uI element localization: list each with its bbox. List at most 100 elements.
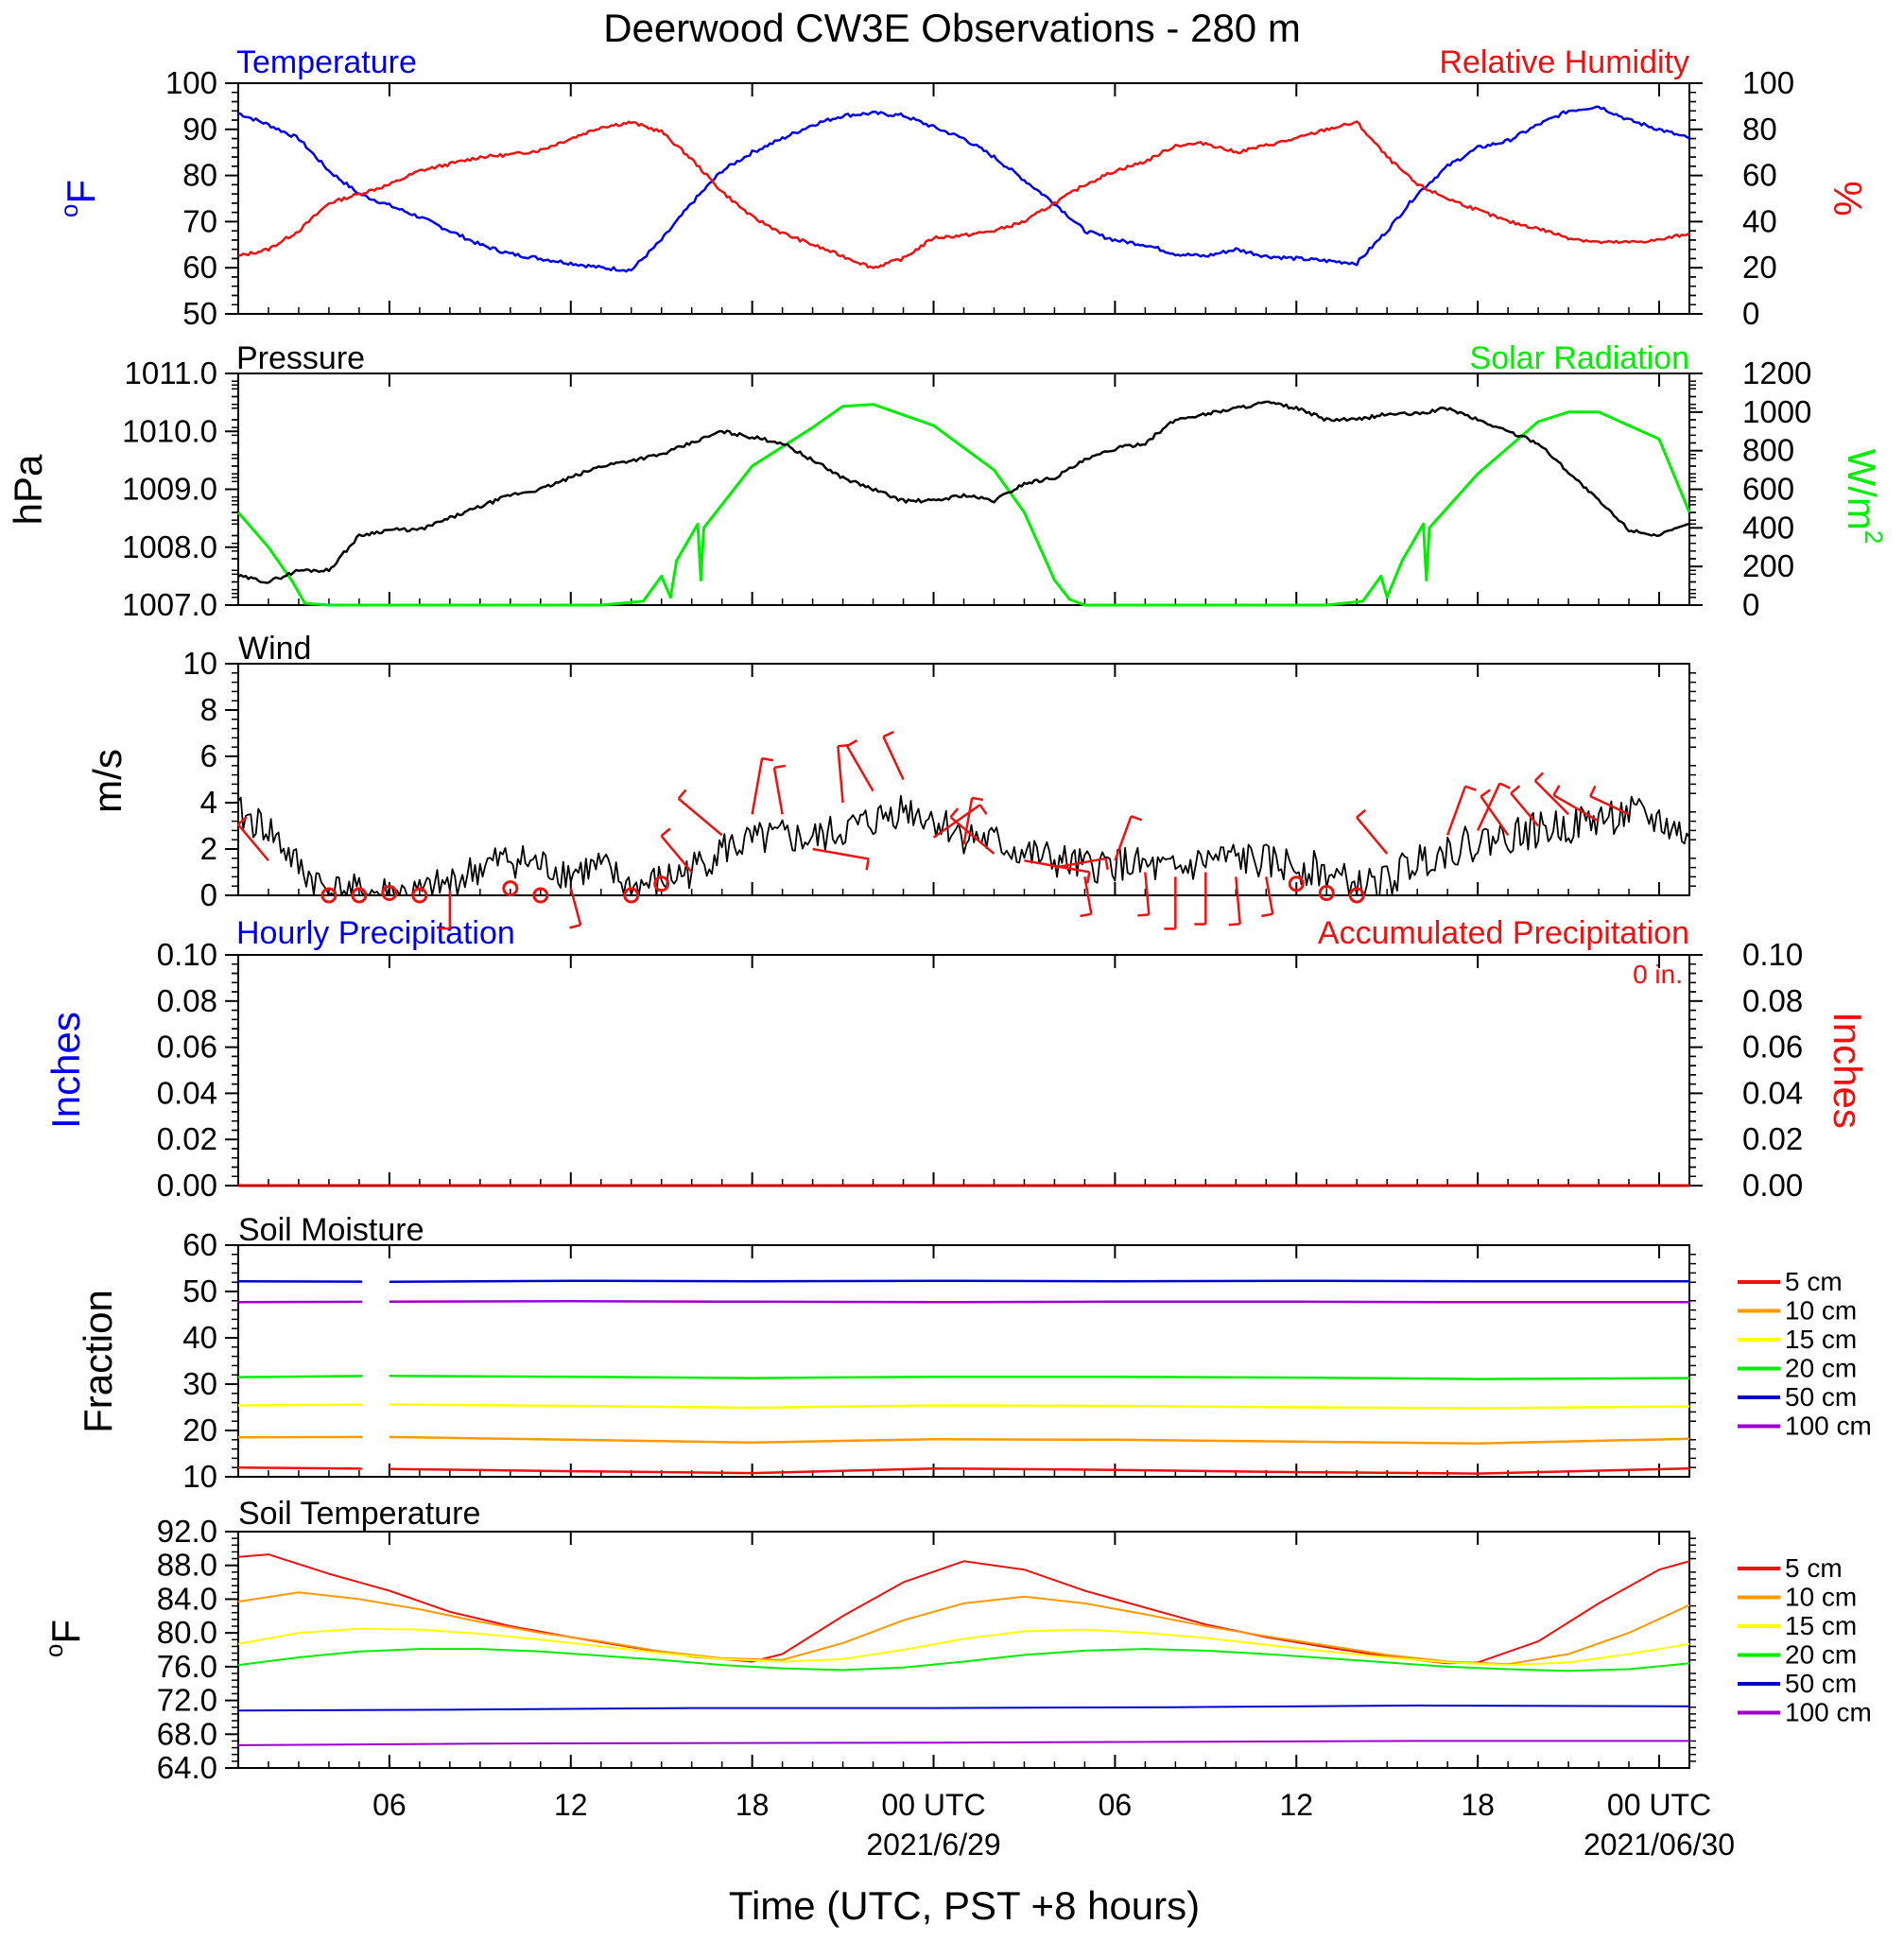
wind-barb [1114, 815, 1133, 861]
y-tick-label: 200 [1742, 548, 1794, 583]
wind-barb-flag [761, 756, 774, 762]
wind-barb-flag [949, 807, 960, 819]
wind-barb [962, 797, 974, 845]
wind-y-axis: 0 2 4 6 8 10 [182, 646, 1696, 912]
plot-frame-1 [237, 82, 1690, 315]
y-tick-label: 76.0 [157, 1649, 217, 1684]
y-tick-label: 20 [182, 1412, 217, 1447]
x-axis: 06 12 18 00 UTC 06 12 18 00 UTC 2021/6/29 2021/06… [372, 1788, 1735, 1862]
wind-barb-flag [1589, 785, 1597, 797]
legend-label: 20 cm [1785, 1640, 1857, 1670]
wind-barb-calm [623, 887, 640, 904]
wind-barb [1265, 876, 1274, 915]
wind-barb [1054, 857, 1106, 869]
y-tick-label: 0 [1742, 296, 1759, 331]
wind-barb [751, 757, 764, 815]
y-tick-label: 60 [182, 1227, 217, 1262]
accum-precip-total: 0 in. [1633, 960, 1683, 989]
x-tick-label: 12 [554, 1788, 588, 1822]
wind-barb-calm [381, 885, 398, 902]
wind-barb [1083, 876, 1093, 915]
wind-barb [660, 835, 693, 874]
y-tick-label: 400 [1742, 510, 1794, 545]
x-axis-label: Time (UTC, PST +8 hours) [729, 1883, 1200, 1928]
wind-barb [845, 745, 874, 792]
y-tick-label: 60 [1742, 158, 1777, 193]
y-tick-label: 88.0 [157, 1548, 217, 1583]
humidity-y-axis: 0 20 40 60 80 100 [232, 65, 1794, 331]
y-tick-label: 0 [1742, 587, 1759, 622]
y-tick-label: 0.04 [157, 1075, 217, 1110]
pressure-unit-label: hPa [6, 454, 50, 525]
wind-barb [949, 816, 995, 855]
y-tick-label: 30 [182, 1366, 217, 1401]
hourly-precip-title: Hourly Precipitation [236, 915, 515, 951]
wind-barb [677, 797, 723, 837]
wind-barb-flag [1261, 912, 1273, 918]
soil-temp-line-5 [237, 1704, 1690, 1712]
humidity-unit-label: % [1826, 181, 1870, 216]
y-tick-label: 1200 [1742, 355, 1811, 390]
soil-moisture-line-4 [237, 1375, 363, 1378]
soil-temp-line-3 [237, 1627, 1690, 1667]
panel-soil-moisture: Soil Moisture Fraction [76, 1212, 424, 1433]
soil-temp-y-axis: 64.068.072.076.080.084.088.092.0 [157, 1514, 1696, 1785]
soil-moisture-line-5 [389, 1279, 1689, 1283]
wind-barb-flag [978, 804, 988, 815]
soil-moisture-unit-label: Fraction [76, 1290, 120, 1433]
y-tick-label: 0.06 [1742, 1030, 1803, 1065]
legend-label: 15 cm [1785, 1611, 1857, 1640]
y-tick-label: 20 [1742, 250, 1777, 285]
temperature-title: Temperature [236, 44, 417, 80]
wind-barb [1235, 876, 1241, 925]
plot-frame-6 [237, 1531, 1690, 1769]
solar-radiation-line [236, 403, 1691, 607]
legend-label: 5 cm [1785, 1267, 1843, 1296]
wind-barb [569, 888, 582, 926]
wind-barb-flag [1480, 789, 1491, 798]
temperature-unit-label: oF [55, 180, 103, 217]
y-tick-label: 0.10 [157, 937, 217, 972]
x-tick-label: 12 [1279, 1788, 1313, 1822]
panel-temp-rh: Temperature Relative Humidity oF % [55, 44, 1870, 217]
wind-barb-calm [1288, 875, 1305, 893]
y-tick-label: 6 [200, 738, 217, 773]
wind-barb-flag [1533, 771, 1545, 782]
y-tick-label: 4 [200, 785, 217, 820]
accum-precip-title: Accumulated Precipitation [1318, 915, 1689, 951]
precip-right-unit-label: Inches [1826, 1012, 1870, 1129]
x-date-label: 2021/6/29 [866, 1828, 1000, 1862]
wind-barb-flag [677, 789, 687, 800]
y-tick-label: 64.0 [157, 1750, 217, 1785]
solar-unit-label: W/m2 [1840, 449, 1888, 545]
wind-barb [812, 847, 869, 860]
y-tick-label: 50 [182, 296, 217, 331]
y-tick-label: 80 [182, 158, 217, 193]
legend-label: 20 cm [1785, 1354, 1857, 1383]
soil-temp-title: Soil Temperature [238, 1496, 480, 1532]
wind-barb [1144, 872, 1151, 915]
y-tick-label: 1010.0 [122, 413, 217, 448]
plot-border [237, 373, 1690, 606]
legend-label: 15 cm [1785, 1325, 1857, 1354]
wind-speed-line [237, 794, 1690, 896]
wind-barb-calm [1348, 887, 1365, 904]
wind-barb-flag [1086, 872, 1091, 884]
y-tick-label: 1009.0 [122, 472, 217, 507]
y-tick-label: 80 [1742, 112, 1777, 147]
wind-barb [1445, 786, 1467, 836]
wind-barb-flag [1080, 912, 1092, 918]
y-tick-label: 2 [200, 831, 217, 866]
y-tick-label: 0.10 [1742, 937, 1803, 972]
panel-precip: Hourly Precipitation Accumulated Precipi… [43, 915, 1870, 1129]
solar-unit-sup: 2 [1860, 530, 1888, 544]
y-tick-label: 10 [182, 646, 217, 681]
plot-frame-4 [237, 954, 1690, 1187]
wind-barb-calm [532, 887, 549, 904]
y-tick-label: 8 [200, 692, 217, 727]
wind-barb-flag [1356, 808, 1367, 819]
wind-barb-flag [1498, 782, 1511, 789]
y-tick-label: 68.0 [157, 1716, 217, 1751]
legend-label: 10 cm [1785, 1583, 1857, 1612]
temp-y-axis: 50 60 70 80 90 100 [165, 65, 1696, 331]
